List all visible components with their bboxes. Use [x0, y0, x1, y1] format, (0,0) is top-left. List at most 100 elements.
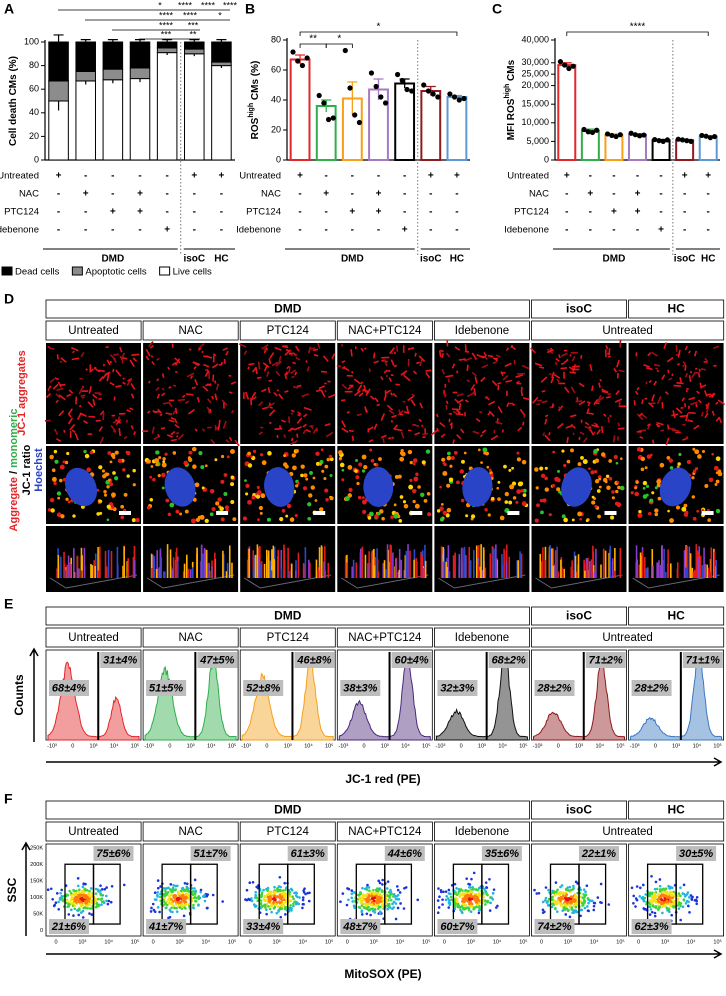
density-dot: [381, 879, 384, 882]
density-dot: [174, 885, 177, 888]
x-tick-label: -10³: [338, 743, 348, 749]
density-dot: [82, 886, 85, 889]
mito-dot: [99, 500, 102, 503]
mito-aggregate: [467, 365, 468, 371]
density-dot: [289, 904, 292, 907]
x-tick-label: 10⁵: [519, 938, 527, 945]
density-dot: [632, 895, 635, 898]
treatment-mark: -: [565, 189, 568, 200]
mito-dot: [497, 497, 501, 501]
mito-dot: [68, 500, 71, 503]
mito-dot: [49, 455, 53, 459]
density-dot: [474, 895, 477, 898]
density-dot: [555, 893, 558, 896]
mito-aggregate: [592, 385, 593, 391]
mito-dot: [149, 476, 152, 479]
mito-dot: [307, 502, 311, 506]
mito-dot: [616, 481, 619, 484]
density-dot: [547, 889, 550, 892]
density-dot: [66, 899, 69, 902]
density-dot: [376, 900, 379, 903]
data-point: [400, 78, 405, 83]
mito-aggregate: [550, 348, 552, 349]
mito-dot: [85, 454, 89, 458]
mito-dot: [482, 447, 487, 452]
condition-header: Untreated: [68, 826, 119, 838]
mito-dot: [693, 517, 697, 521]
density-dot: [82, 891, 85, 894]
mito-dot: [108, 479, 111, 482]
density-dot: [568, 889, 571, 892]
treatment-mark: -: [165, 189, 168, 200]
mito-aggregate: [289, 416, 290, 423]
mito-dot: [597, 515, 601, 519]
density-dot: [653, 894, 656, 897]
mito-dot: [219, 507, 224, 512]
treatment-mark: -: [455, 207, 458, 218]
treatment-mark: -: [193, 207, 196, 218]
mito-dot: [658, 497, 662, 501]
mito-aggregate: [192, 387, 196, 388]
mito-dot: [162, 460, 165, 463]
density-dot: [461, 911, 464, 914]
treatment-mark: -: [138, 225, 141, 236]
density-dot: [174, 888, 177, 891]
density-dot: [101, 897, 104, 900]
mito-dot: [511, 467, 514, 470]
mito-dot: [341, 478, 344, 481]
sig-label: ****: [178, 0, 193, 10]
mito-dot: [324, 465, 328, 469]
mito-dot: [427, 512, 431, 516]
bar: [448, 97, 467, 160]
y-tick-label: 30,000: [521, 57, 549, 67]
density-dot: [650, 908, 653, 911]
density-dot: [696, 896, 699, 899]
density-dot: [634, 905, 637, 908]
x-tick-label: 10⁵: [616, 938, 624, 945]
condition-header: Idebenone: [455, 632, 509, 644]
treatment-mark: -: [659, 171, 662, 182]
mito-dot: [606, 485, 610, 489]
bar-segment: [76, 81, 96, 160]
density-dot: [154, 891, 157, 894]
density-dot: [176, 910, 179, 913]
density-dot: [660, 889, 663, 892]
mito-aggregate: [600, 380, 602, 381]
mito-dot: [509, 484, 514, 489]
density-dot: [269, 908, 272, 911]
density-dot: [396, 895, 399, 898]
density-dot: [661, 905, 664, 908]
condition-header: PTC124: [267, 826, 310, 838]
density-dot: [457, 903, 460, 906]
mito-dot: [692, 448, 695, 451]
density-dot: [150, 910, 153, 913]
density-dot: [460, 905, 463, 908]
density-dot: [472, 888, 475, 891]
density-dot: [152, 903, 155, 906]
density-dot: [683, 893, 686, 896]
density-dot: [302, 903, 305, 906]
mito-aggregate: [480, 356, 485, 357]
density-dot: [57, 901, 60, 904]
density-dot: [371, 903, 374, 906]
mito-dot: [399, 457, 404, 462]
bar-segment: [185, 54, 205, 160]
mito-dot: [716, 471, 719, 474]
density-dot: [266, 889, 269, 892]
treatment-name: Untreated: [239, 171, 281, 182]
mito-dot: [594, 470, 597, 473]
mito-dot: [381, 517, 385, 521]
density-dot: [484, 890, 487, 893]
density-dot: [677, 895, 680, 898]
mito-aggregate: [564, 350, 567, 351]
density-dot: [381, 890, 384, 893]
mito-aggregate: [257, 377, 261, 378]
density-dot: [295, 892, 298, 895]
y-tick-label: 0: [40, 928, 43, 934]
density-dot: [641, 897, 644, 900]
density-dot: [88, 890, 91, 893]
density-dot: [663, 901, 666, 904]
mito-dot: [427, 492, 431, 496]
mito-dot: [103, 490, 106, 493]
mito-aggregate: [686, 388, 688, 389]
